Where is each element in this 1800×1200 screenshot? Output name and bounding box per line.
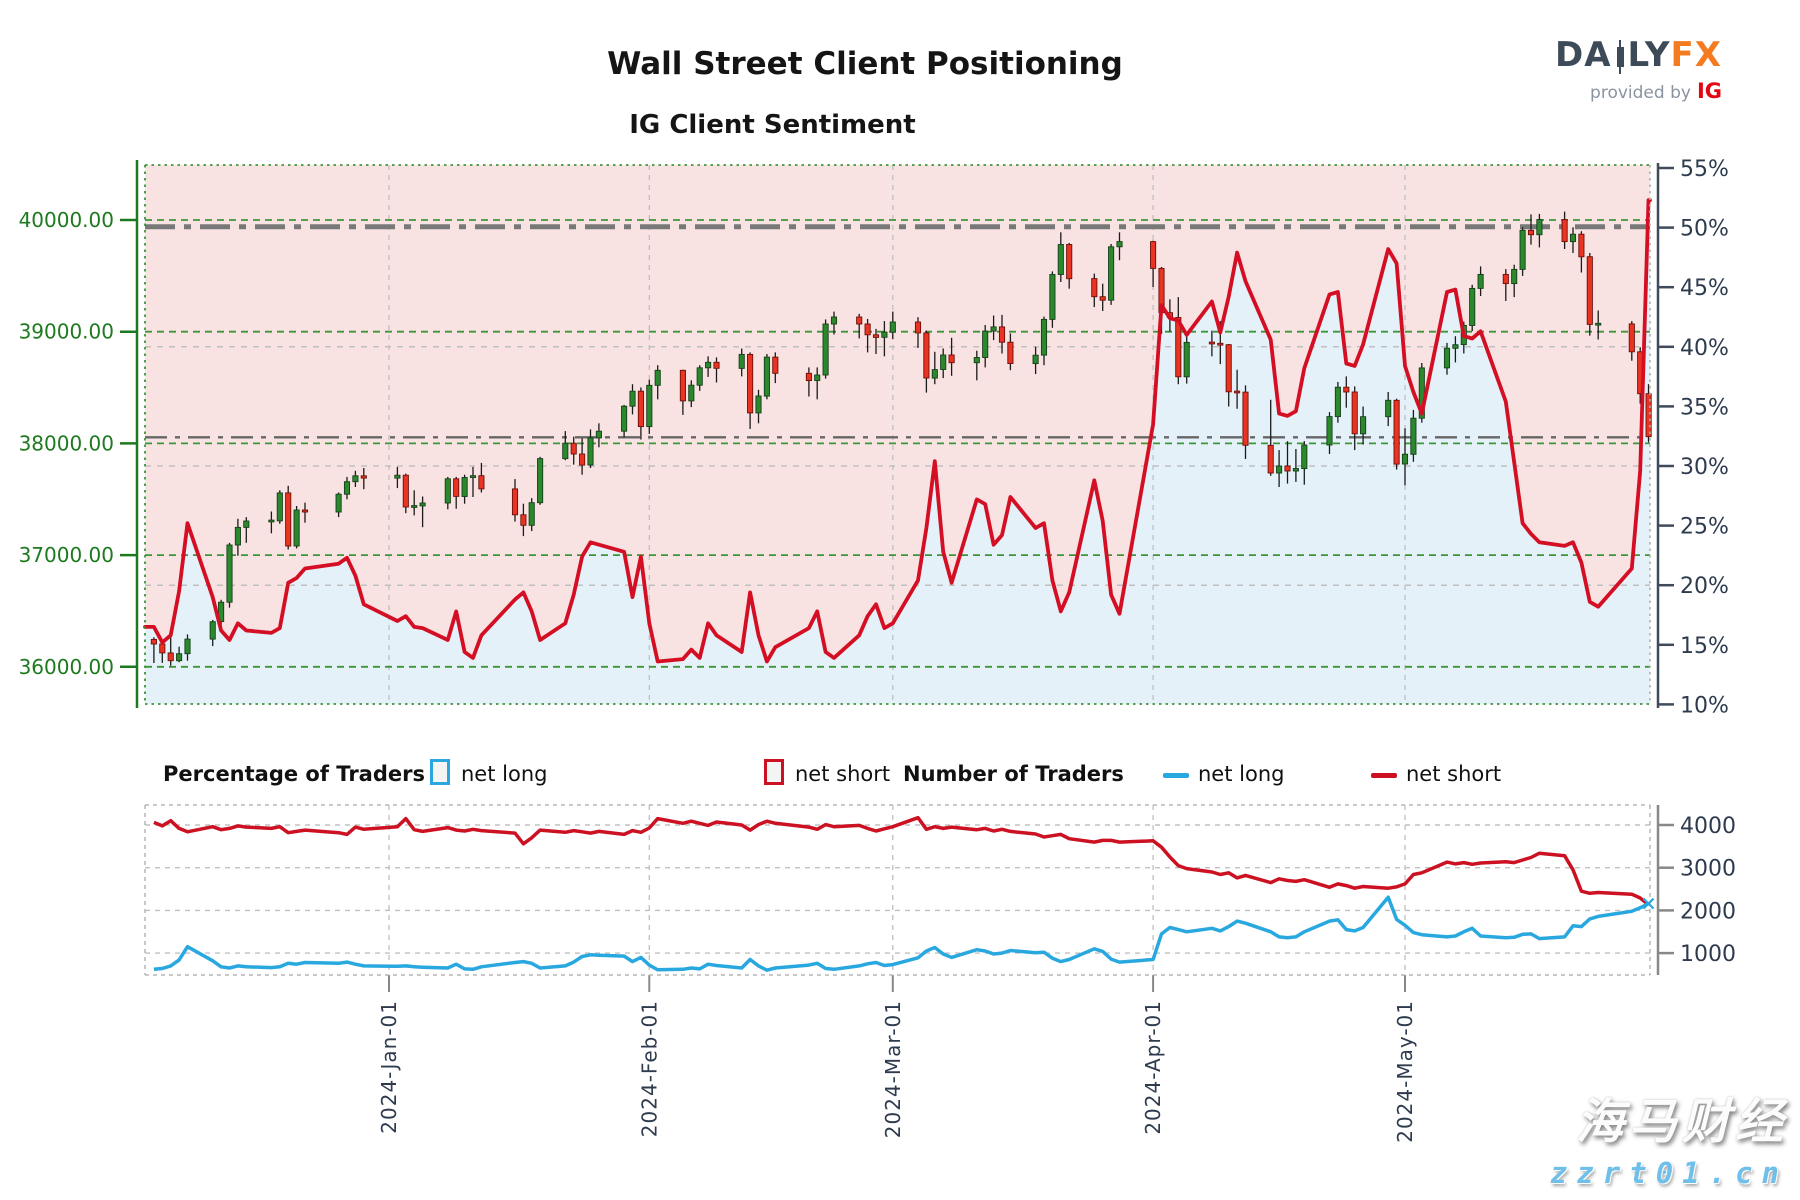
- pct-net-long-line: [143, 198, 1652, 664]
- provided-by-label: provided by: [1590, 83, 1691, 103]
- count-axis-label: 1000: [1680, 942, 1736, 967]
- logo-text-ly: LY: [1627, 35, 1671, 75]
- date-axis-label: 2024-Feb-01: [637, 1000, 661, 1137]
- provided-by-line: provided by IG: [1542, 81, 1722, 102]
- price-axis: 36000.00 37000.00 38000.00 39000.00 40000.00: [19, 160, 139, 708]
- num-net-long-line: [153, 895, 1650, 972]
- legend-label-pct-net-short: net short: [795, 762, 891, 786]
- legend-title-number: Number of Traders: [903, 762, 1124, 786]
- num-net-short-line: [153, 815, 1650, 907]
- percent-axis-label: 50%: [1680, 217, 1729, 242]
- percent-axis-label: 10%: [1680, 693, 1729, 718]
- net-long-swatch-icon: [430, 759, 450, 785]
- date-axis-label: 2024-Apr-01: [1141, 1000, 1165, 1135]
- page-title: Wall Street Client Positioning: [607, 46, 1123, 82]
- net-short-swatch-icon: [764, 759, 784, 785]
- price-axis-label: 40000.00: [19, 208, 114, 232]
- price-axis-label: 38000.00: [19, 431, 114, 455]
- watermark: 海马财经 zzrt01.cn: [1550, 1082, 1788, 1190]
- candlestick-icon: [1616, 40, 1624, 74]
- percent-axis: 10% 15% 20% 25% 30% 35% 40% 45% 50% 55%: [1656, 157, 1729, 718]
- count-axis: 1000 2000 3000 4000: [1656, 805, 1736, 975]
- percent-axis-label: 30%: [1680, 455, 1729, 480]
- percent-axis-label: 35%: [1680, 395, 1729, 420]
- date-axis-label: 2024-May-01: [1393, 1000, 1417, 1143]
- count-axis-label: 2000: [1680, 899, 1736, 924]
- percent-axis-label: 55%: [1680, 157, 1729, 182]
- percent-axis-label: 15%: [1680, 634, 1729, 659]
- logo-text-da: DA: [1555, 35, 1612, 75]
- percent-axis-label: 20%: [1680, 574, 1729, 599]
- legend-label-num-net-short: net short: [1406, 762, 1502, 786]
- sentiment-area-fills: [145, 165, 1650, 704]
- ig-logo: IG: [1696, 79, 1722, 103]
- candlestick-series: [150, 211, 1652, 666]
- dailyfx-wordmark: DA LYFX: [1542, 35, 1722, 75]
- price-axis-label: 36000.00: [19, 655, 114, 679]
- dailyfx-logo: DA LYFX provided by IG: [1542, 38, 1722, 102]
- count-axis-label: 3000: [1680, 857, 1736, 882]
- percent-axis-label: 40%: [1680, 336, 1729, 361]
- plot-borders: [144, 164, 1651, 976]
- date-axis-labels: 2024-Jan-01 2024-Feb-01 2024-Mar-01 2024-Ap…: [377, 1000, 1417, 1143]
- date-axis-label: 2024-Jan-01: [377, 1000, 401, 1134]
- price-axis-label: 39000.00: [19, 320, 114, 344]
- watermark-url: zzrt01.cn: [1549, 1156, 1788, 1190]
- logo-text-fx: FX: [1670, 35, 1722, 75]
- net-short-line-icon: [1371, 773, 1397, 778]
- legend-label-num-net-long: net long: [1198, 762, 1285, 786]
- watermark-cn: 海马财经: [1575, 1094, 1788, 1150]
- date-axis-label: 2024-Mar-01: [881, 1000, 905, 1138]
- net-long-line-icon: [1163, 773, 1189, 778]
- chart-title: IG Client Sentiment: [629, 110, 916, 140]
- percent-axis-label: 25%: [1680, 515, 1729, 540]
- number-of-traders-series: [153, 815, 1655, 972]
- price-axis-label: 37000.00: [19, 543, 114, 567]
- legend-title-percentage: Percentage of Traders: [163, 762, 425, 786]
- percent-axis-label: 45%: [1680, 276, 1729, 301]
- count-axis-label: 4000: [1680, 814, 1736, 839]
- legend-label-pct-net-long: net long: [461, 762, 548, 786]
